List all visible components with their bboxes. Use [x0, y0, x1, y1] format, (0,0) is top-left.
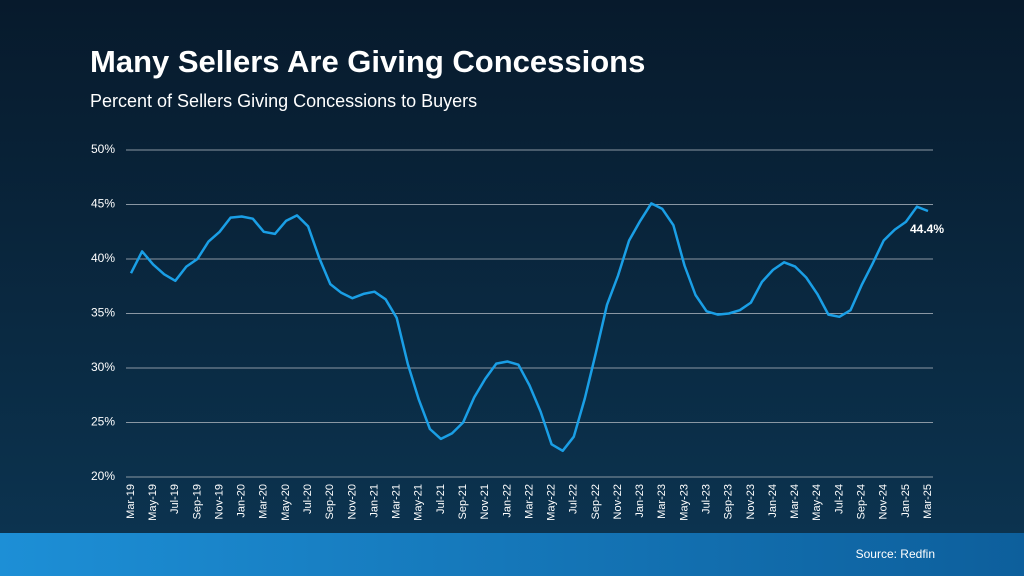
x-tick-label: Nov-19: [213, 484, 225, 519]
x-tick-label: Mar-24: [789, 484, 801, 519]
x-tick-label: May-23: [678, 484, 690, 521]
x-tick-label: Mar-20: [258, 484, 270, 519]
x-tick-label: Sep-23: [723, 484, 735, 519]
footer-band: [0, 533, 1024, 576]
x-tick-label: Jul-24: [833, 484, 845, 514]
x-tick-label: Jan-22: [501, 484, 513, 518]
x-tick-label: Nov-24: [878, 484, 890, 519]
x-tick-label: Jan-24: [767, 484, 779, 518]
x-tick-label: Jan-21: [368, 484, 380, 518]
y-tick-label: 20%: [91, 469, 115, 483]
x-tick-label: Mar-22: [523, 484, 535, 519]
x-tick-label: Jul-23: [701, 484, 713, 514]
x-tick-label: Nov-22: [612, 484, 624, 519]
x-tick-label: Sep-20: [324, 484, 336, 519]
x-tick-label: May-24: [811, 484, 823, 521]
y-tick-label: 30%: [91, 360, 115, 374]
x-tick-label: May-22: [546, 484, 558, 521]
x-tick-label: Jul-22: [568, 484, 580, 514]
y-tick-label: 50%: [91, 142, 115, 156]
x-tick-label: Sep-21: [457, 484, 469, 519]
x-tick-label: Sep-24: [855, 484, 867, 519]
x-tick-label: Jan-23: [634, 484, 646, 518]
x-tick-label: May-19: [147, 484, 159, 521]
y-tick-label: 40%: [91, 251, 115, 265]
x-tick-label: May-21: [413, 484, 425, 521]
x-tick-label: Nov-21: [479, 484, 491, 519]
x-tick-label: Jul-21: [435, 484, 447, 514]
y-tick-label: 25%: [91, 415, 115, 429]
x-tick-label: Jan-25: [900, 484, 912, 518]
x-tick-label: Sep-22: [590, 484, 602, 519]
source: Source: Redfin: [856, 547, 935, 561]
x-tick-label: Nov-20: [346, 484, 358, 519]
y-tick-label: 35%: [91, 306, 115, 320]
x-tick-label: Jul-20: [302, 484, 314, 514]
y-tick-label: 45%: [91, 197, 115, 211]
x-tick-label: May-20: [280, 484, 292, 521]
x-tick-label: Jan-20: [236, 484, 248, 518]
x-tick-label: Mar-21: [391, 484, 403, 519]
x-tick-label: Jul-19: [169, 484, 181, 514]
x-tick-label: Nov-23: [745, 484, 757, 519]
value-label: 44.4%: [910, 222, 944, 236]
x-tick-label: Mar-19: [125, 484, 137, 519]
x-tick-label: Sep-19: [191, 484, 203, 519]
chart-title: Many Sellers Are Giving Concessions: [90, 44, 645, 79]
x-tick-label: Mar-23: [656, 484, 668, 519]
line: [129, 202, 929, 453]
chart-subtitle: Percent of Sellers Giving Concessions to…: [90, 91, 477, 111]
x-tick-label: Mar-25: [922, 484, 934, 519]
